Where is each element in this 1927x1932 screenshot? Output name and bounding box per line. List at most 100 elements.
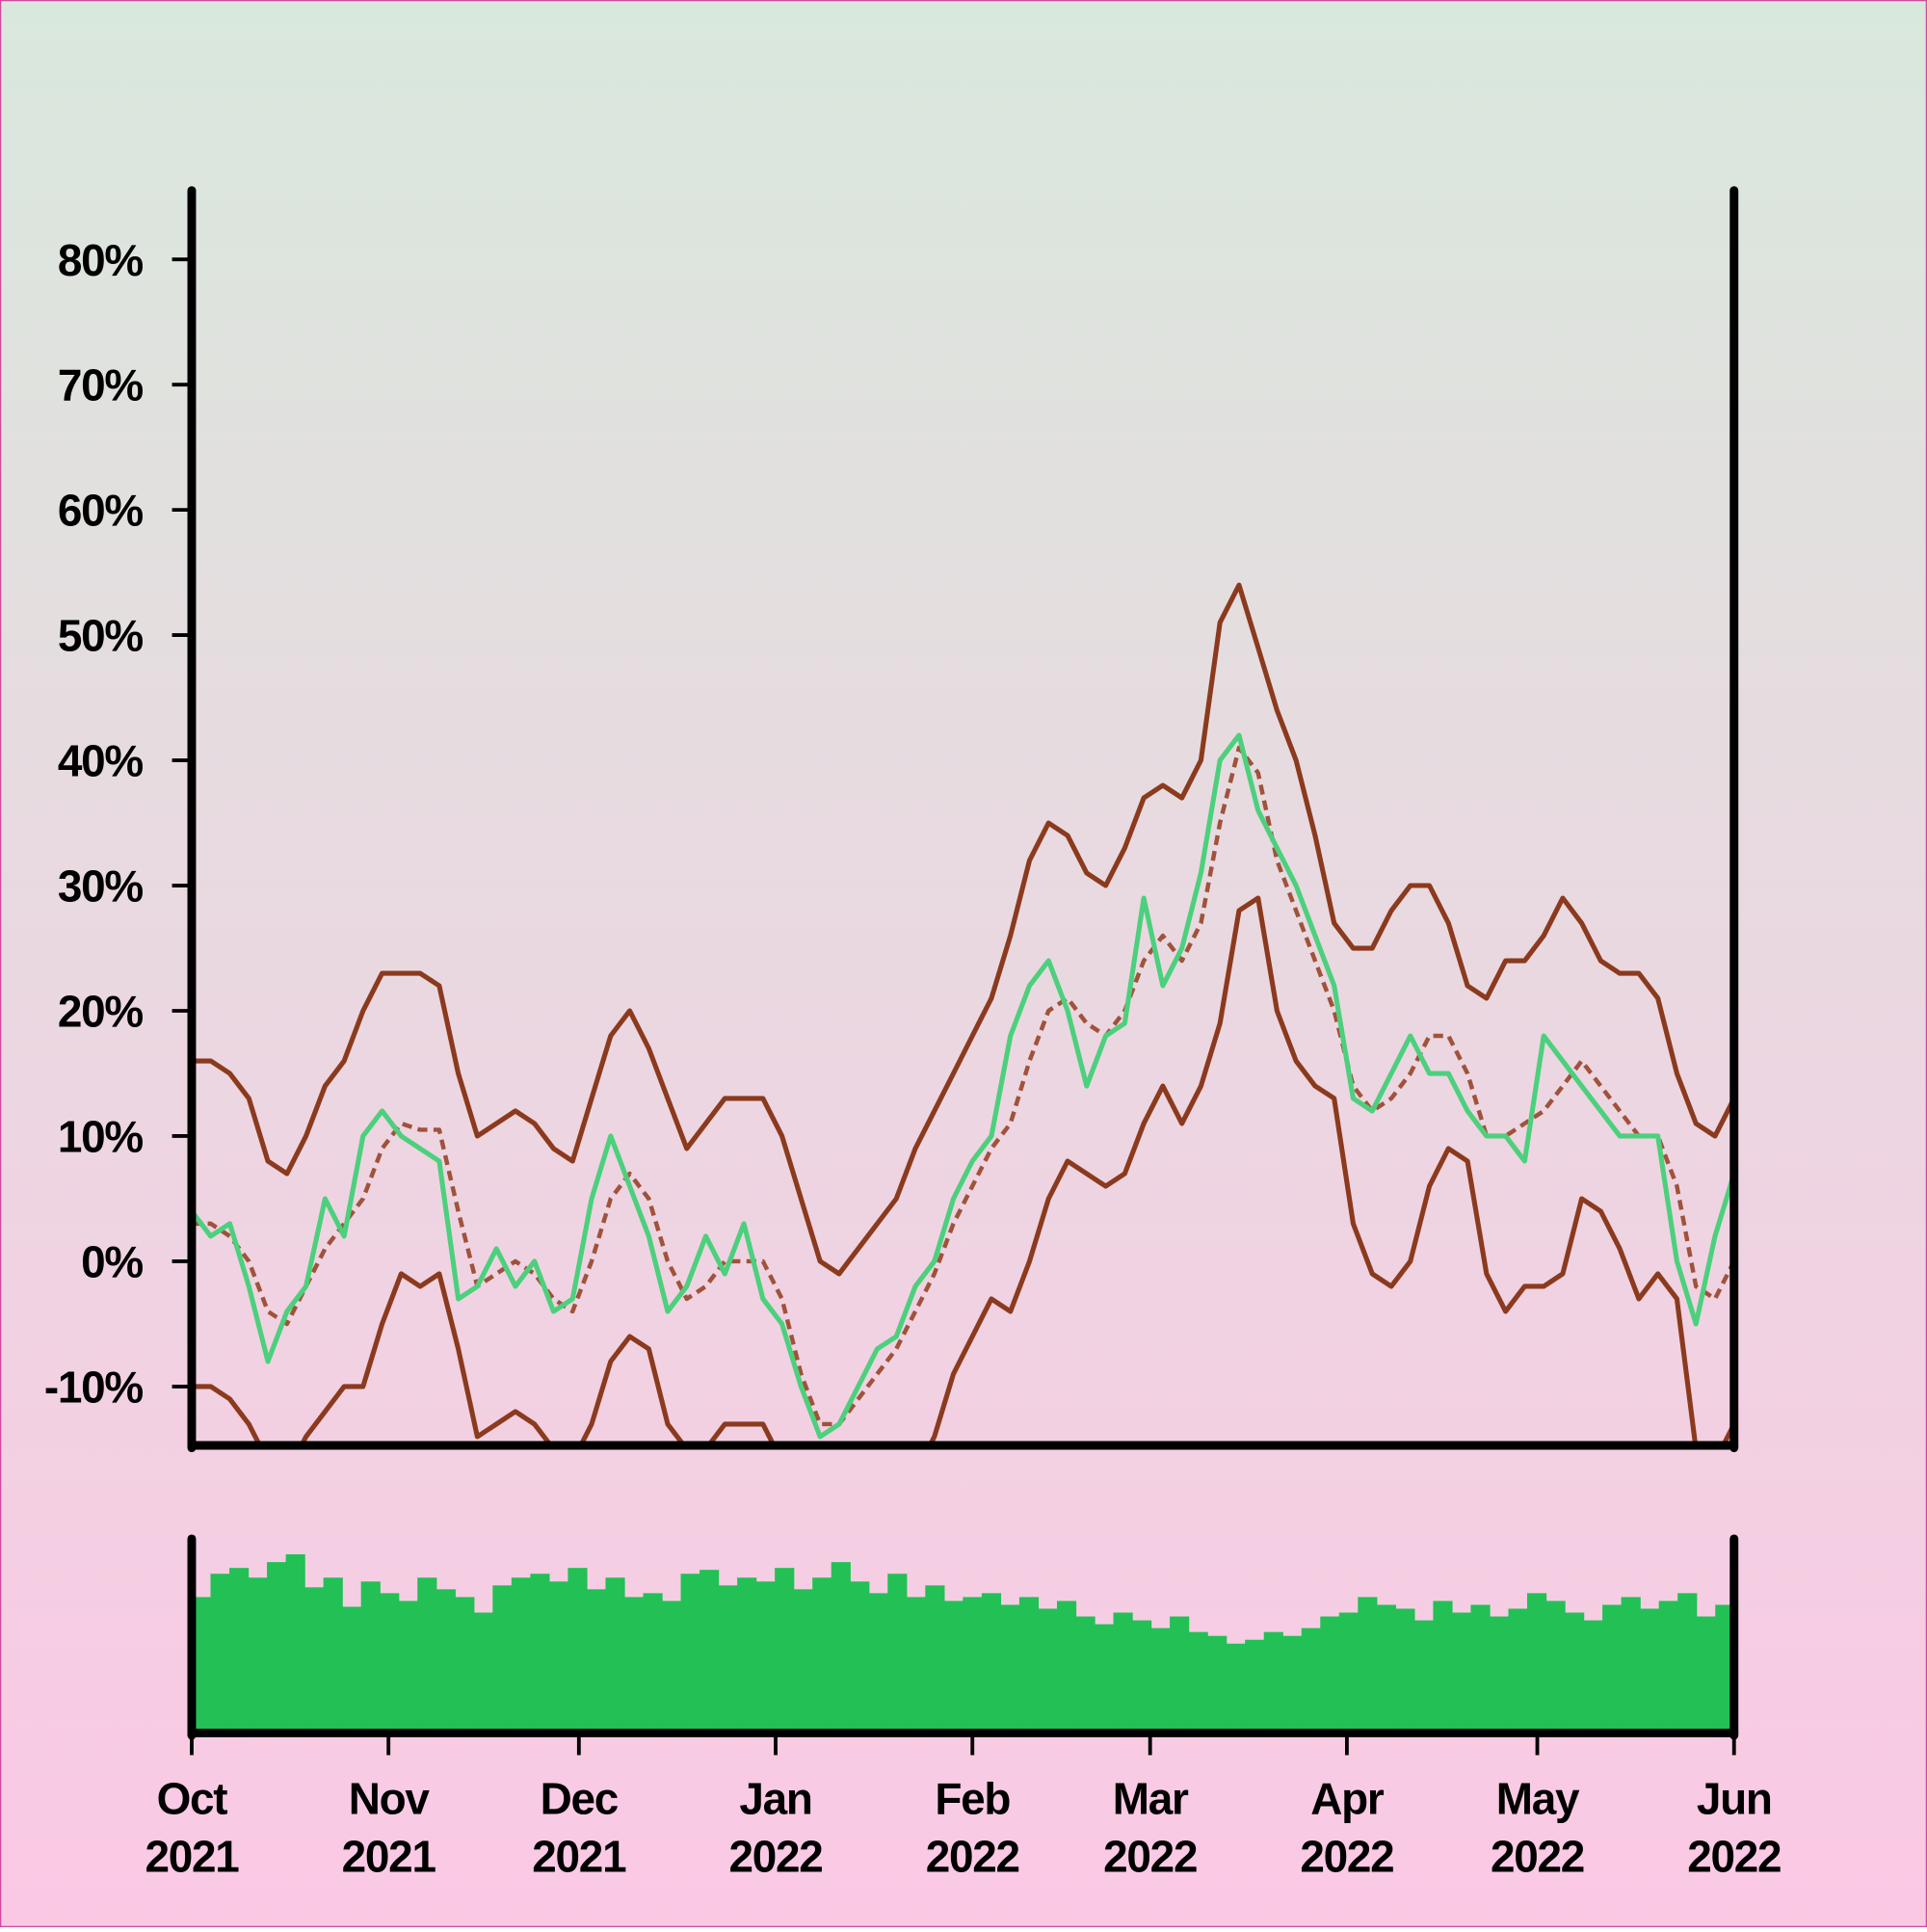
- volume-bar: [1095, 1624, 1115, 1734]
- volume-bar: [342, 1606, 362, 1734]
- volume-bar: [1433, 1601, 1453, 1734]
- volume-bar: [1640, 1608, 1660, 1734]
- volume-bar: [398, 1601, 418, 1734]
- volume-bar: [1075, 1616, 1095, 1734]
- volume-bar: [1038, 1608, 1058, 1734]
- volume-bar: [1451, 1612, 1472, 1734]
- volume-bar: [1677, 1593, 1698, 1734]
- volume-bar: [1545, 1601, 1566, 1734]
- volume-bar: [229, 1568, 250, 1734]
- volume-bar: [417, 1577, 437, 1734]
- x-tick-label: May 2022: [1491, 1774, 1584, 1882]
- volume-bar: [1395, 1608, 1415, 1734]
- volume-bar: [623, 1597, 645, 1734]
- volume-bar: [530, 1574, 550, 1734]
- x-tick-label: Apr 2022: [1300, 1774, 1393, 1882]
- volume-bar: [1489, 1616, 1510, 1734]
- volume-bar: [1376, 1604, 1396, 1734]
- x-tick-label: Jun 2022: [1687, 1774, 1781, 1882]
- volume-bar: [850, 1581, 870, 1734]
- y-tick-label: 0%: [81, 1237, 143, 1287]
- volume-bar: [586, 1589, 607, 1734]
- y-tick-label: 10%: [58, 1112, 144, 1162]
- x-tick-label: Jan 2022: [729, 1774, 823, 1882]
- volume-bar: [755, 1581, 776, 1734]
- line-series: [191, 582, 1734, 1277]
- y-tick-label: -10%: [44, 1362, 144, 1412]
- volume-bar: [1658, 1601, 1678, 1734]
- volume-bar: [605, 1577, 625, 1734]
- volume-bar: [191, 1597, 212, 1734]
- volume-bar: [1188, 1631, 1208, 1734]
- volume-bar: [943, 1601, 964, 1734]
- volume-bar: [210, 1574, 230, 1734]
- volume-bar: [1170, 1616, 1190, 1734]
- volume-bar: [981, 1593, 1002, 1734]
- volume-bar: [285, 1554, 305, 1734]
- volume-bar: [1132, 1620, 1152, 1734]
- volume-bar: [1226, 1643, 1246, 1734]
- volume-bar: [1282, 1635, 1303, 1734]
- volume-bar: [887, 1574, 908, 1734]
- volume-bar: [680, 1574, 700, 1734]
- volume-bar: [1527, 1593, 1547, 1734]
- volume-bar: [1413, 1620, 1435, 1734]
- volume-bar: [1263, 1631, 1283, 1734]
- volume-bar: [1207, 1635, 1227, 1734]
- y-tick-label: 80%: [58, 235, 144, 285]
- y-tick-label: 70%: [58, 360, 144, 410]
- volume-bar: [1000, 1604, 1020, 1734]
- volume-bar: [1150, 1628, 1171, 1734]
- volume-bar: [380, 1593, 400, 1734]
- volume-bar: [360, 1581, 381, 1734]
- volume-bar: [1583, 1620, 1603, 1734]
- volume-bar: [812, 1577, 832, 1734]
- volume-bar: [248, 1577, 268, 1734]
- axes: -10% 0% 10% 20% 30% 40% 50% 60% 70% 80% Oct 2021 Nov…: [44, 186, 1782, 1882]
- volume-bar: [1508, 1608, 1528, 1734]
- volume-bar: [737, 1577, 757, 1734]
- volume-bar: [1696, 1616, 1716, 1734]
- y-tick-label: 40%: [58, 736, 144, 786]
- volume-bar: [925, 1585, 945, 1734]
- volume-bar: [643, 1593, 663, 1734]
- volume-bar: [323, 1577, 343, 1734]
- line-series: [191, 895, 1734, 1445]
- volume-bar: [662, 1601, 682, 1734]
- volume-bar: [963, 1597, 983, 1734]
- volume-bar: [267, 1562, 287, 1734]
- volume-bar: [455, 1597, 475, 1734]
- x-tick-label: Mar 2022: [1103, 1774, 1197, 1882]
- line-series: [191, 732, 1734, 1440]
- volume-bar: [1245, 1639, 1265, 1734]
- volume-bar: [304, 1587, 325, 1734]
- volume-bar: [1470, 1604, 1491, 1734]
- x-tick-label: Oct 2021: [145, 1774, 239, 1882]
- volume-bar: [436, 1589, 456, 1734]
- plot-area: [191, 582, 1734, 1445]
- volume-bar: [1113, 1612, 1133, 1734]
- volume-bar: [775, 1568, 795, 1734]
- volume-bar: [906, 1597, 926, 1734]
- volume-bar: [1301, 1628, 1321, 1734]
- volume-bar: [492, 1585, 513, 1734]
- volume-bar: [793, 1589, 813, 1734]
- volume-bar: [1565, 1612, 1585, 1734]
- volume-bar: [1320, 1616, 1340, 1734]
- volume-bar: [473, 1612, 493, 1734]
- volume-bar: [831, 1562, 851, 1734]
- volume-panel: [191, 1554, 1735, 1734]
- volume-bar: [568, 1568, 588, 1734]
- y-tick-label: 20%: [58, 987, 144, 1037]
- volume-bar: [511, 1577, 532, 1734]
- y-tick-label: 30%: [58, 861, 144, 912]
- x-tick-label: Dec 2021: [532, 1774, 626, 1882]
- volume-bar: [1018, 1597, 1040, 1734]
- volume-bar: [548, 1581, 569, 1734]
- y-tick-label: 50%: [58, 611, 144, 661]
- x-tick-label: Nov 2021: [342, 1774, 436, 1882]
- volume-bar: [1621, 1597, 1641, 1734]
- volume-bar: [868, 1593, 888, 1734]
